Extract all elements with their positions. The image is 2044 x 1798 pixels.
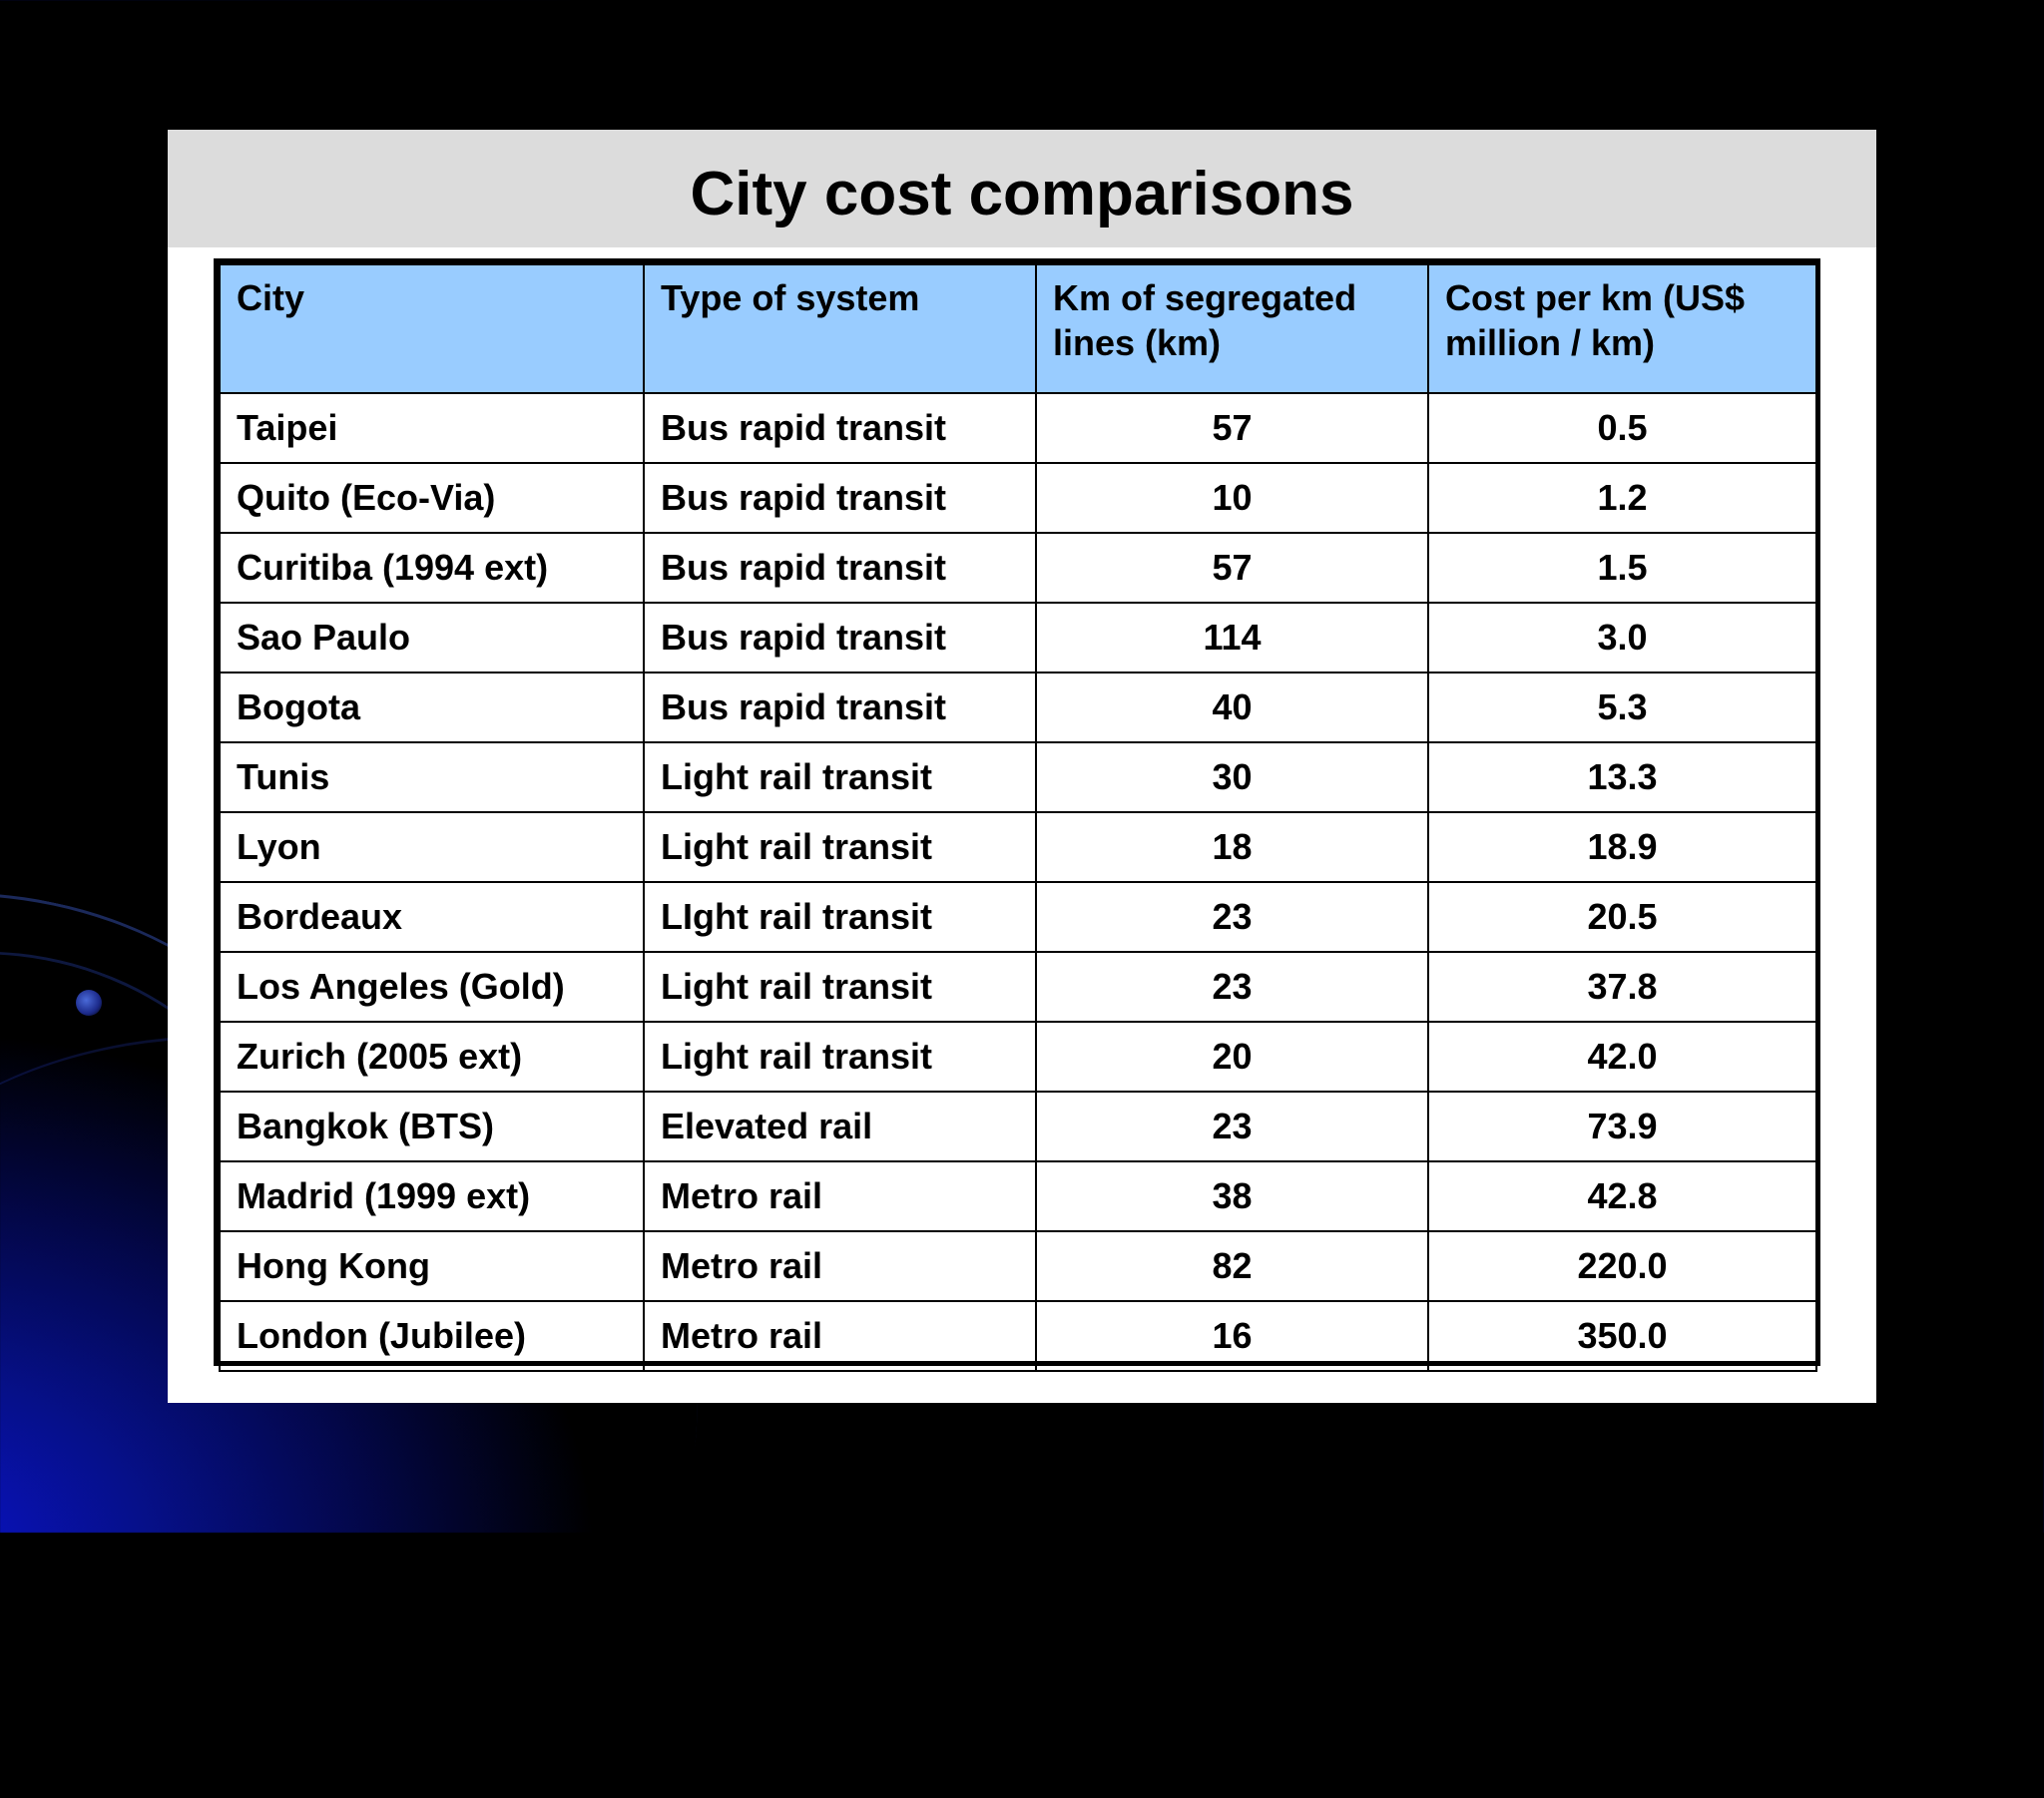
cell-km-lines: 23 — [1035, 1091, 1429, 1162]
header-km-lines: Km of segregated lines (km) — [1035, 263, 1429, 394]
cell-city: Bangkok (BTS) — [219, 1091, 645, 1162]
cell-km-lines: 57 — [1035, 392, 1429, 464]
table-row: Sao Paulo Bus rapid transit 114 3.0 — [219, 602, 1817, 674]
cell-km-lines: 10 — [1035, 462, 1429, 534]
cell-system-type: Light rail transit — [643, 1021, 1037, 1093]
table-row: Curitiba (1994 ext) Bus rapid transit 57… — [219, 532, 1817, 604]
table-row: Tunis Light rail transit 30 13.3 — [219, 741, 1817, 813]
cell-city: Zurich (2005 ext) — [219, 1021, 645, 1093]
cell-cost-per-km: 5.3 — [1427, 672, 1817, 743]
cell-cost-per-km: 42.0 — [1427, 1021, 1817, 1093]
cell-cost-per-km: 220.0 — [1427, 1230, 1817, 1302]
table-row: Bordeaux LIght rail transit 23 20.5 — [219, 881, 1817, 953]
cell-cost-per-km: 18.9 — [1427, 811, 1817, 883]
cell-city: Taipei — [219, 392, 645, 464]
table-row: Madrid (1999 ext) Metro rail 38 42.8 — [219, 1160, 1817, 1232]
cell-system-type: Metro rail — [643, 1160, 1037, 1232]
cell-cost-per-km: 37.8 — [1427, 951, 1817, 1023]
cell-city: Madrid (1999 ext) — [219, 1160, 645, 1232]
cell-km-lines: 18 — [1035, 811, 1429, 883]
cell-km-lines: 20 — [1035, 1021, 1429, 1093]
cell-system-type: Metro rail — [643, 1230, 1037, 1302]
table-row: Lyon Light rail transit 18 18.9 — [219, 811, 1817, 883]
cell-km-lines: 38 — [1035, 1160, 1429, 1232]
cell-system-type: Bus rapid transit — [643, 392, 1037, 464]
cell-city: Tunis — [219, 741, 645, 813]
header-cost-per-km: Cost per km (US$ million / km) — [1427, 263, 1817, 394]
slide-title: City cost comparisons — [690, 160, 1354, 228]
cell-city: London (Jubilee) — [219, 1300, 645, 1372]
cell-cost-per-km: 3.0 — [1427, 602, 1817, 674]
table-row: Bangkok (BTS) Elevated rail 23 73.9 — [219, 1091, 1817, 1162]
cell-city: Bogota — [219, 672, 645, 743]
cell-system-type: Light rail transit — [643, 811, 1037, 883]
cell-cost-per-km: 1.2 — [1427, 462, 1817, 534]
cell-cost-per-km: 20.5 — [1427, 881, 1817, 953]
cell-city: Quito (Eco-Via) — [219, 462, 645, 534]
cell-km-lines: 114 — [1035, 602, 1429, 674]
cell-cost-per-km: 350.0 — [1427, 1300, 1817, 1372]
table-row: Bogota Bus rapid transit 40 5.3 — [219, 672, 1817, 743]
cost-comparison-table: City Type of system Km of segregated lin… — [219, 263, 1817, 1372]
cell-city: Curitiba (1994 ext) — [219, 532, 645, 604]
cell-km-lines: 82 — [1035, 1230, 1429, 1302]
cell-km-lines: 23 — [1035, 881, 1429, 953]
cell-cost-per-km: 73.9 — [1427, 1091, 1817, 1162]
cell-system-type: Elevated rail — [643, 1091, 1037, 1162]
table-header-row: City Type of system Km of segregated lin… — [219, 263, 1817, 394]
header-city: City — [219, 263, 645, 394]
cell-system-type: Metro rail — [643, 1300, 1037, 1372]
table-row: Hong Kong Metro rail 82 220.0 — [219, 1230, 1817, 1302]
cell-city: Los Angeles (Gold) — [219, 951, 645, 1023]
cell-km-lines: 30 — [1035, 741, 1429, 813]
cell-cost-per-km: 42.8 — [1427, 1160, 1817, 1232]
cell-system-type: Light rail transit — [643, 951, 1037, 1023]
title-bar: City cost comparisons — [168, 130, 1876, 247]
cell-cost-per-km: 1.5 — [1427, 532, 1817, 604]
cell-system-type: Light rail transit — [643, 741, 1037, 813]
table-row: Taipei Bus rapid transit 57 0.5 — [219, 392, 1817, 464]
cell-city: Bordeaux — [219, 881, 645, 953]
slide-content: City cost comparisons City Type of syste… — [168, 130, 1876, 1403]
cell-cost-per-km: 13.3 — [1427, 741, 1817, 813]
cell-system-type: LIght rail transit — [643, 881, 1037, 953]
cell-km-lines: 57 — [1035, 532, 1429, 604]
cell-city: Sao Paulo — [219, 602, 645, 674]
table-row: Zurich (2005 ext) Light rail transit 20 … — [219, 1021, 1817, 1093]
cell-system-type: Bus rapid transit — [643, 672, 1037, 743]
cell-system-type: Bus rapid transit — [643, 532, 1037, 604]
cell-km-lines: 23 — [1035, 951, 1429, 1023]
cell-city: Lyon — [219, 811, 645, 883]
cost-table-frame: City Type of system Km of segregated lin… — [214, 258, 1820, 1372]
cell-km-lines: 40 — [1035, 672, 1429, 743]
background-orb — [76, 990, 102, 1016]
table-row: London (Jubilee) Metro rail 16 350.0 — [219, 1300, 1817, 1372]
cell-system-type: Bus rapid transit — [643, 602, 1037, 674]
cell-cost-per-km: 0.5 — [1427, 392, 1817, 464]
cell-system-type: Bus rapid transit — [643, 462, 1037, 534]
table-row: Los Angeles (Gold) Light rail transit 23… — [219, 951, 1817, 1023]
cell-km-lines: 16 — [1035, 1300, 1429, 1372]
header-system-type: Type of system — [643, 263, 1037, 394]
table-row: Quito (Eco-Via) Bus rapid transit 10 1.2 — [219, 462, 1817, 534]
cell-city: Hong Kong — [219, 1230, 645, 1302]
